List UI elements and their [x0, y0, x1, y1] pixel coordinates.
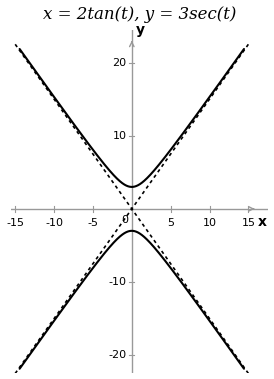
Text: -20: -20 [108, 350, 126, 360]
Text: -10: -10 [108, 277, 126, 287]
Title: x = 2tan(t), y = 3sec(t): x = 2tan(t), y = 3sec(t) [43, 6, 236, 23]
Text: 15: 15 [241, 218, 255, 228]
Text: -15: -15 [6, 218, 24, 228]
Text: y: y [136, 23, 145, 37]
Text: 20: 20 [112, 58, 126, 67]
Text: -5: -5 [87, 218, 98, 228]
Text: 5: 5 [167, 218, 174, 228]
Text: x: x [258, 215, 267, 229]
Text: 10: 10 [112, 131, 126, 141]
Text: -10: -10 [45, 218, 63, 228]
Text: 10: 10 [202, 218, 216, 228]
Text: 0: 0 [122, 215, 129, 225]
